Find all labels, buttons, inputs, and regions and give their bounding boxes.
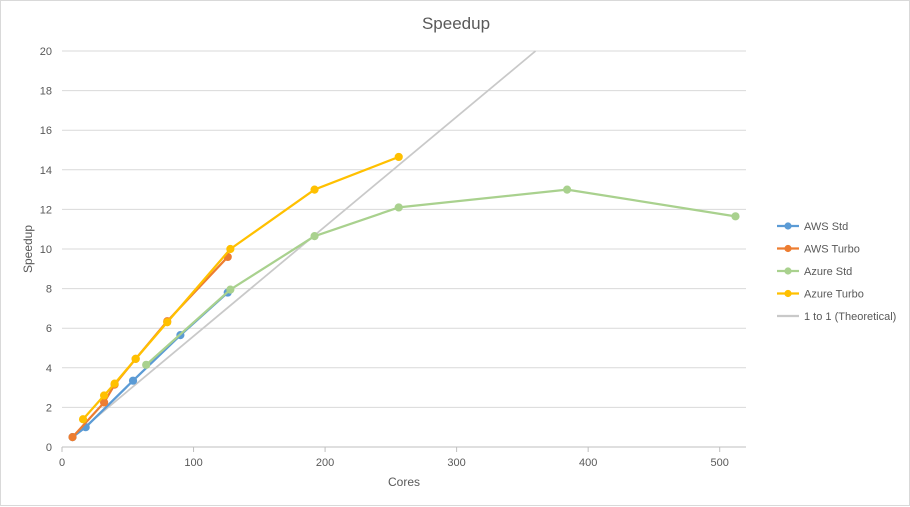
gridlines	[61, 50, 746, 452]
legend-label: Azure Turbo	[804, 289, 864, 301]
data-point-azure-turbo	[131, 354, 140, 363]
legend: AWS Std AWS Turbo Azure Std Azure Turbo 1 to…	[777, 221, 896, 323]
data-point-azure-turbo	[226, 244, 235, 254]
data-point-azure-turbo	[163, 318, 172, 327]
y-tick-label: 8	[46, 284, 52, 296]
series-azure-turbo	[78, 152, 403, 424]
y-tick-label: 6	[46, 323, 52, 335]
series-lines	[68, 50, 740, 442]
legend-swatch-marker	[784, 289, 792, 298]
y-tick-label: 18	[40, 86, 52, 98]
x-tick-label: 100	[184, 457, 202, 469]
legend-item-aws-turbo: AWS Turbo	[777, 244, 860, 256]
y-tick-label: 4	[46, 363, 52, 375]
x-tick-label: 400	[579, 457, 597, 469]
legend-label: AWS Std	[804, 221, 848, 233]
legend-label: Azure Std	[804, 266, 852, 278]
y-tick-label: 10	[40, 244, 52, 256]
y-tick-label: 16	[40, 125, 52, 137]
x-axis-title: Cores	[388, 475, 420, 489]
data-point-azure-std	[731, 212, 740, 221]
legend-item-1-to-1-theoretical: 1 to 1 (Theoretical)	[777, 311, 896, 323]
x-tick-label: 0	[59, 457, 65, 469]
x-tick-label: 200	[316, 457, 334, 469]
series-azure-std	[142, 185, 740, 369]
legend-swatch-marker	[784, 222, 792, 230]
legend-swatch-marker	[784, 244, 792, 253]
data-point-aws-std	[128, 376, 138, 385]
y-tick-label: 2	[46, 402, 52, 414]
y-tick-labels: 0 2 4 6 8 10 12 14 16 18 20	[40, 46, 52, 454]
data-point-azure-turbo	[394, 152, 403, 162]
y-tick-label: 20	[40, 46, 52, 58]
x-tick-label: 500	[711, 457, 729, 469]
legend-item-azure-std: Azure Std	[777, 266, 852, 278]
x-tick-label: 300	[447, 457, 465, 469]
data-point-azure-std	[310, 232, 319, 241]
legend-label: 1 to 1 (Theoretical)	[804, 311, 896, 323]
series-aws-turbo	[68, 252, 232, 442]
y-tick-label: 0	[46, 442, 52, 454]
chart-title: Speedup	[422, 14, 490, 33]
data-point-azure-std	[563, 185, 572, 194]
x-tick-labels: 0 100 200 300 400 500	[59, 457, 729, 469]
legend-swatch-marker	[784, 267, 792, 275]
data-point-azure-turbo	[310, 185, 319, 194]
data-point-aws-turbo	[68, 433, 77, 442]
data-point-azure-turbo	[110, 379, 119, 388]
y-tick-label: 12	[40, 204, 52, 216]
legend-item-aws-std: AWS Std	[777, 221, 848, 233]
legend-item-azure-turbo: Azure Turbo	[777, 289, 864, 301]
series-line-azure-std	[145, 188, 736, 366]
data-point-azure-std	[226, 285, 235, 294]
series-line-aws-turbo	[71, 256, 229, 438]
y-tick-label: 14	[40, 165, 52, 177]
data-point-azure-std	[142, 360, 151, 369]
data-point-azure-std	[394, 203, 403, 212]
data-point-azure-turbo	[78, 415, 88, 424]
legend-label: AWS Turbo	[804, 244, 860, 256]
y-axis-title: Speedup	[21, 225, 35, 273]
data-point-azure-turbo	[99, 391, 109, 400]
